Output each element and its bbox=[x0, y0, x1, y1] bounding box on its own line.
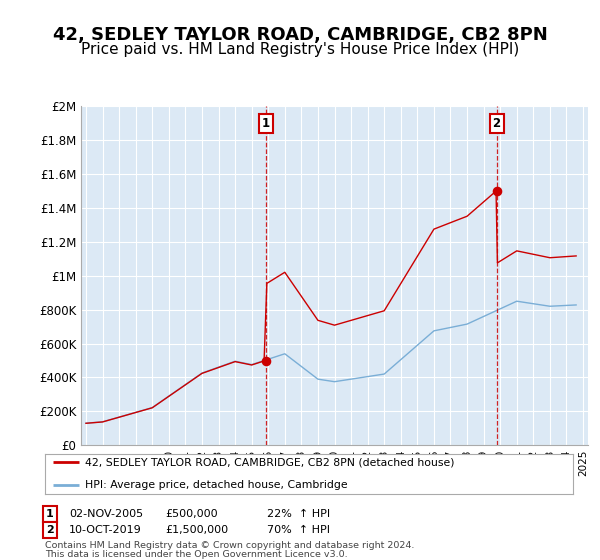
Text: £500,000: £500,000 bbox=[165, 509, 218, 519]
Text: 2: 2 bbox=[46, 525, 53, 535]
Text: £1,500,000: £1,500,000 bbox=[165, 525, 228, 535]
Text: Contains HM Land Registry data © Crown copyright and database right 2024.: Contains HM Land Registry data © Crown c… bbox=[45, 541, 415, 550]
Text: 42, SEDLEY TAYLOR ROAD, CAMBRIDGE, CB2 8PN (detached house): 42, SEDLEY TAYLOR ROAD, CAMBRIDGE, CB2 8… bbox=[85, 458, 454, 468]
Text: 1: 1 bbox=[46, 509, 53, 519]
Text: 70%  ↑ HPI: 70% ↑ HPI bbox=[267, 525, 330, 535]
Text: 1: 1 bbox=[262, 116, 269, 129]
Text: This data is licensed under the Open Government Licence v3.0.: This data is licensed under the Open Gov… bbox=[45, 550, 347, 559]
Text: 22%  ↑ HPI: 22% ↑ HPI bbox=[267, 509, 330, 519]
Text: 10-OCT-2019: 10-OCT-2019 bbox=[69, 525, 142, 535]
Point bbox=[492, 186, 502, 195]
Text: 2: 2 bbox=[493, 116, 500, 129]
Text: 02-NOV-2005: 02-NOV-2005 bbox=[69, 509, 143, 519]
Text: 42, SEDLEY TAYLOR ROAD, CAMBRIDGE, CB2 8PN: 42, SEDLEY TAYLOR ROAD, CAMBRIDGE, CB2 8… bbox=[53, 26, 547, 44]
Text: Price paid vs. HM Land Registry's House Price Index (HPI): Price paid vs. HM Land Registry's House … bbox=[81, 42, 519, 57]
Text: HPI: Average price, detached house, Cambridge: HPI: Average price, detached house, Camb… bbox=[85, 480, 347, 490]
Point bbox=[261, 356, 271, 365]
